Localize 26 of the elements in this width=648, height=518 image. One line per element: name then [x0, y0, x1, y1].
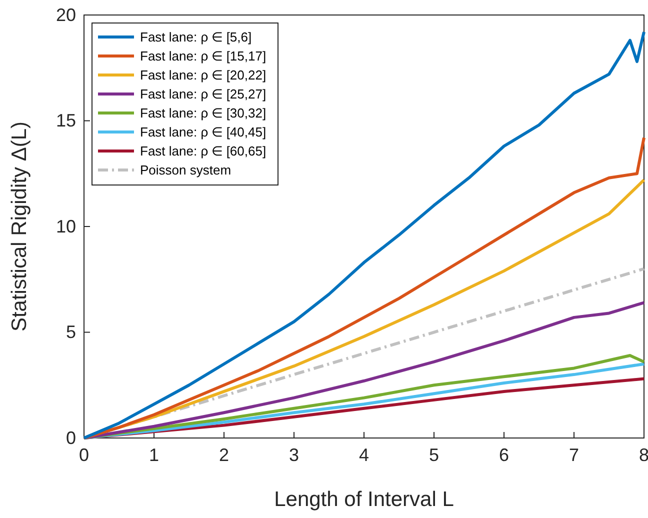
x-tick-label: 6 [498, 444, 510, 465]
y-tick-label: 5 [66, 322, 76, 342]
x-tick-label: 3 [288, 444, 300, 465]
legend-label: Fast lane: ρ ∈ [5,6] [140, 30, 252, 44]
x-axis-title: Length of Interval L [274, 488, 454, 511]
line-series [82, 30, 646, 440]
x-tick-label: 8 [638, 444, 648, 465]
legend-label: Fast lane: ρ ∈ [25,27] [140, 86, 266, 102]
y-tick-label: 15 [56, 110, 76, 131]
y-tick-label: 0 [66, 428, 76, 448]
legend-label: Fast lane: ρ ∈ [40,45] [140, 124, 266, 140]
line-series [82, 301, 646, 440]
x-tick-label: 1 [148, 444, 160, 465]
y-tick-label: 10 [56, 216, 76, 236]
x-tick-label: 2 [218, 444, 230, 465]
legend-label: Fast lane: ρ ∈ [60,65] [140, 144, 266, 158]
legend-label: Fast lane: ρ ∈ [15,17] [140, 48, 266, 64]
y-axis-title: Statistical Rigidity Δ(L) [8, 121, 31, 332]
x-tick-label: 4 [358, 444, 370, 465]
x-tick-label: 0 [78, 444, 90, 465]
legend-label: Fast lane: ρ ∈ [30,32] [140, 106, 266, 120]
legend-label: Poisson system [140, 162, 232, 178]
legend-label: Fast lane: ρ ∈ [20,22] [140, 68, 266, 82]
y-tick-label: 20 [56, 4, 76, 25]
x-tick-label: 7 [568, 444, 580, 465]
x-tick-label: 5 [428, 444, 440, 465]
